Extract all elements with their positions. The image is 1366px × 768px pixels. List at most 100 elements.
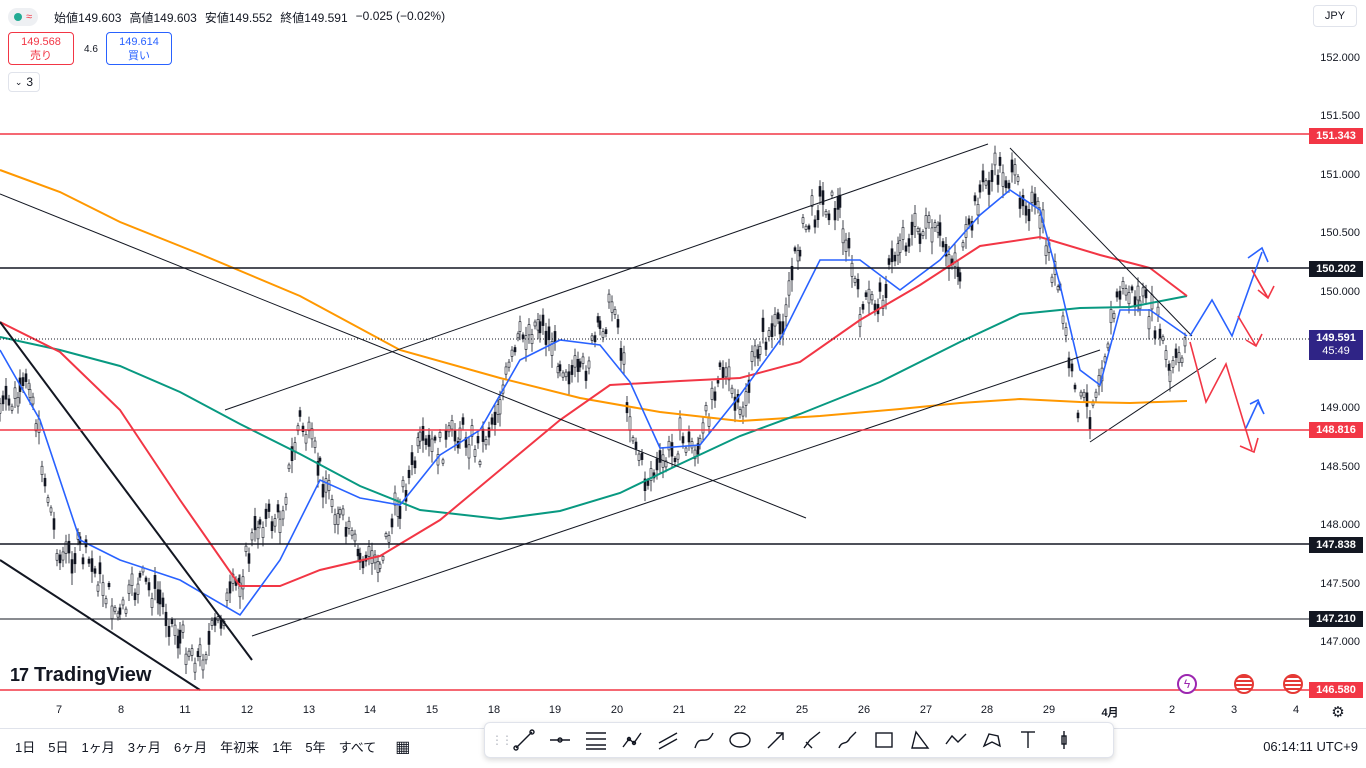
candle-body: [124, 608, 128, 614]
candle-body: [444, 429, 448, 440]
calendar-goto-icon[interactable]: ▦: [395, 738, 411, 756]
candle-body: [64, 541, 68, 554]
candle-body: [764, 341, 768, 350]
currency-button[interactable]: JPY: [1313, 5, 1357, 27]
brush-icon[interactable]: [795, 725, 829, 755]
lightning-icon[interactable]: ϟ: [1177, 674, 1197, 694]
candle-body: [344, 526, 348, 537]
level-tag[interactable]: 147.838: [1309, 537, 1363, 553]
current-price-tag: 149.591 45:49: [1309, 330, 1363, 360]
candle-body: [1109, 309, 1113, 324]
level-tag[interactable]: 147.210: [1309, 611, 1363, 627]
candle-body: [225, 592, 229, 601]
range-5y-button[interactable]: 5年: [305, 740, 326, 755]
trend-line-icon[interactable]: [507, 725, 541, 755]
us-flag-icon[interactable]: [1283, 674, 1303, 694]
candle-body: [816, 210, 820, 221]
candle-body: [447, 425, 451, 433]
indicator-count: 3: [26, 75, 34, 89]
horizontal-ray-icon[interactable]: [543, 725, 577, 755]
tradingview-logo[interactable]: 17 TradingView: [10, 664, 151, 687]
candle-body: [741, 406, 745, 417]
level-tag[interactable]: 150.202: [1309, 261, 1363, 277]
us-flag-icon[interactable]: [1234, 674, 1254, 694]
buy-label: 買い: [128, 50, 150, 62]
candle-body: [827, 213, 831, 221]
open-label: 始値: [54, 10, 79, 25]
candle-body: [587, 360, 591, 369]
rectangle-icon[interactable]: [867, 725, 901, 755]
level-tag[interactable]: 148.816: [1309, 422, 1363, 438]
path-icon[interactable]: [687, 725, 721, 755]
range-6m-button[interactable]: 6ヶ月: [173, 740, 208, 755]
candle-body: [838, 194, 842, 208]
fib-retracement-icon[interactable]: [579, 725, 613, 755]
range-all-button[interactable]: すべて: [338, 740, 377, 755]
price-chart[interactable]: [0, 0, 1309, 700]
candle-body: [298, 410, 302, 417]
polyline-icon[interactable]: [939, 725, 973, 755]
clock[interactable]: 06:14:11 UTC+9: [1263, 739, 1358, 754]
range-ytd-button[interactable]: 年初来: [220, 740, 260, 755]
price-axis[interactable]: 152.000 151.500 151.000 150.500 150.000 …: [1309, 30, 1366, 700]
time-axis[interactable]: 7 8 11 12 13 14 15 18 19 20 21 22 25 26 …: [0, 700, 1309, 724]
level-tag[interactable]: 151.343: [1309, 128, 1363, 144]
candle-body: [310, 428, 314, 440]
level-tag[interactable]: 146.580: [1309, 682, 1363, 698]
gear-icon[interactable]: ⚙: [1331, 704, 1345, 721]
candle-body: [244, 545, 248, 552]
triangle-icon[interactable]: [903, 725, 937, 755]
range-5d-button[interactable]: 5日: [48, 740, 69, 755]
ohlc-values: 始値149.603 高値149.603 安値149.552 終値149.591 …: [54, 9, 445, 26]
pattern-icon[interactable]: [975, 725, 1009, 755]
candle-body: [461, 417, 465, 425]
candle-body: [87, 558, 91, 564]
candle-body: [136, 583, 140, 595]
xabcd-pattern-icon[interactable]: [615, 725, 649, 755]
candle-body: [640, 452, 644, 460]
market-status[interactable]: ≈: [8, 8, 39, 26]
candle-body: [696, 443, 700, 455]
candle-body: [133, 592, 137, 601]
candle-body: [1177, 352, 1181, 364]
candle-body: [487, 427, 491, 438]
candle-body: [553, 331, 557, 343]
price-tick: 151.500: [1320, 110, 1360, 122]
range-1d-button[interactable]: 1日: [15, 740, 36, 755]
candle-body: [190, 648, 194, 656]
candle-body: [55, 553, 59, 561]
parallel-channel-icon[interactable]: [651, 725, 685, 755]
range-1m-button[interactable]: 1ヶ月: [81, 740, 115, 755]
candle-body: [655, 458, 659, 471]
time-tick: 22: [733, 704, 747, 716]
long-position-icon[interactable]: [1047, 725, 1081, 755]
candle-body: [324, 478, 328, 493]
candle-body: [507, 361, 511, 368]
text-icon[interactable]: [1011, 725, 1045, 755]
ellipse-icon[interactable]: [723, 725, 757, 755]
candle-body: [433, 436, 437, 441]
candle-body: [664, 460, 668, 468]
time-tick: 20: [610, 704, 624, 716]
indicators-toggle[interactable]: ⌄ 3: [8, 72, 40, 92]
drag-handle-icon[interactable]: ⋮⋮: [491, 733, 513, 747]
candle-body: [758, 346, 762, 355]
candle-body: [767, 330, 771, 337]
arrow-icon[interactable]: [759, 725, 793, 755]
candle-body: [581, 356, 585, 364]
candle-body: [1158, 328, 1162, 339]
candle-body: [219, 619, 223, 629]
candle-body: [34, 423, 38, 432]
range-1y-button[interactable]: 1年: [272, 740, 293, 755]
candle-body: [527, 324, 531, 336]
candle-body: [807, 225, 811, 230]
candle-body: [196, 651, 200, 657]
highlighter-icon[interactable]: [831, 725, 865, 755]
buy-button[interactable]: 149.614 買い: [106, 32, 172, 65]
candle-body: [1171, 360, 1175, 368]
candle-body: [407, 469, 411, 479]
price-tick: 150.000: [1320, 286, 1360, 298]
range-3m-button[interactable]: 3ヶ月: [127, 740, 161, 755]
sell-button[interactable]: 149.568 売り: [8, 32, 74, 65]
candle-body: [813, 219, 817, 228]
